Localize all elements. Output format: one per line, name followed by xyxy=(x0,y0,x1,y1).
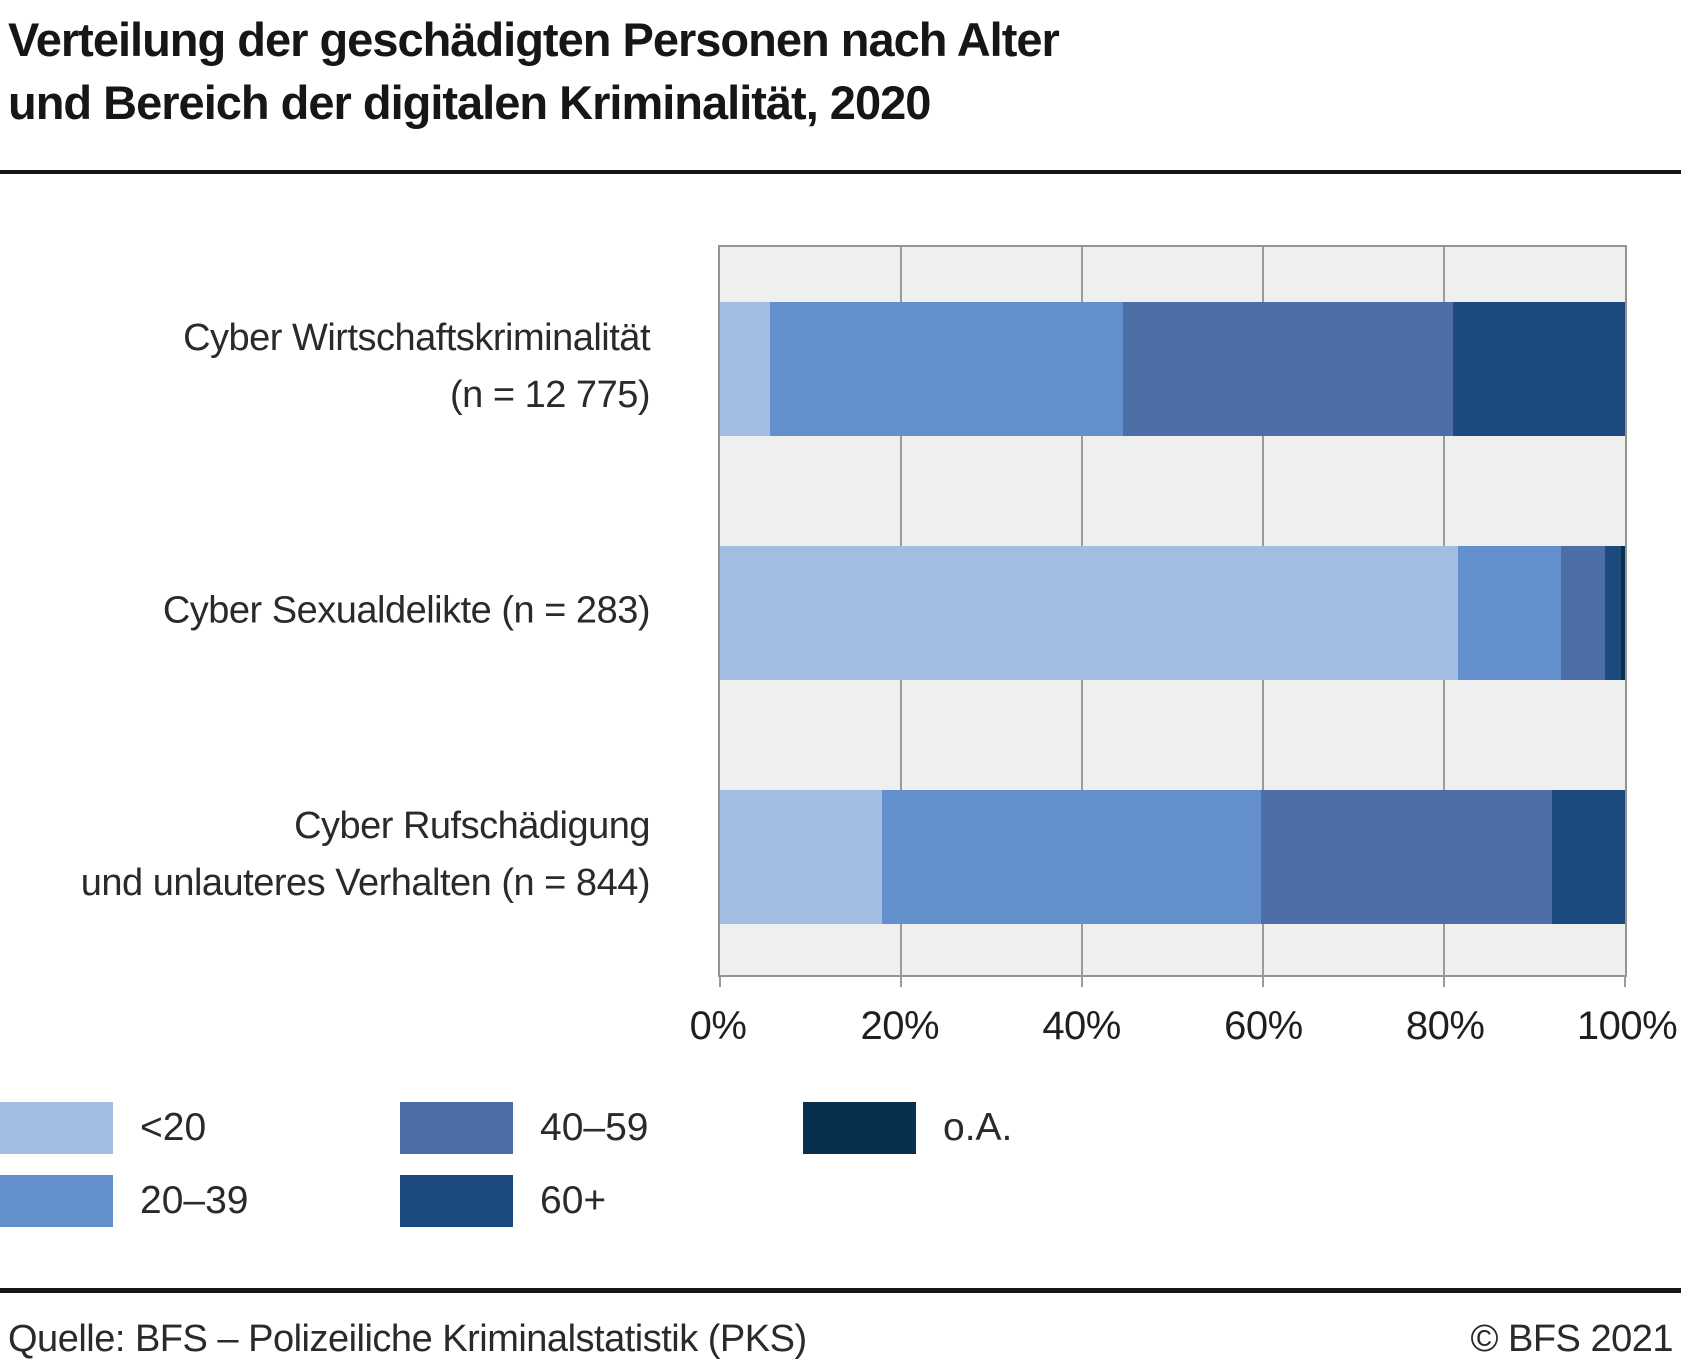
x-tick-40pct xyxy=(1081,975,1083,987)
bar-segment-20–39 xyxy=(1458,546,1561,680)
category-label-line: (n = 12 775) xyxy=(450,374,650,416)
bar-segment-20–39 xyxy=(769,302,1123,436)
category-label-line: und unlauteres Verhalten (n = 844) xyxy=(80,862,651,904)
bar-row-1 xyxy=(720,546,1625,680)
category-labels: Cyber Wirtschaftskriminalität (n = 12 775… xyxy=(0,245,651,977)
bar-segment-o.A. xyxy=(1621,546,1625,680)
legend: <20 20–39 40–59 60+ o.A. xyxy=(0,1102,1681,1242)
legend-label-o.A.: o.A. xyxy=(943,1106,1013,1149)
bar-segment-40–59 xyxy=(1122,302,1454,436)
bar-segment-60+ xyxy=(1453,302,1625,436)
x-tick-label-100pct: 100% xyxy=(1576,1004,1678,1048)
bar-row-0 xyxy=(720,302,1625,436)
plot-area xyxy=(718,245,1627,987)
source-text: Quelle: BFS – Polizeiliche Kriminalstati… xyxy=(8,1318,807,1360)
bar-segment-60+ xyxy=(1551,790,1625,924)
footer-divider xyxy=(0,1288,1681,1293)
bar-segment-40–59 xyxy=(1261,790,1552,924)
x-tick-20pct xyxy=(900,975,902,987)
bar-segment-40–59 xyxy=(1560,546,1606,680)
x-tick-label-80pct: 80% xyxy=(1405,1004,1485,1048)
x-tick-label-60pct: 60% xyxy=(1224,1004,1303,1048)
title-line-1: Verteilung der geschädigten Personen nac… xyxy=(8,13,1060,66)
x-tick-60pct xyxy=(1262,975,1264,987)
bar-segment-<20 xyxy=(720,790,882,924)
x-tick-label-20pct: 20% xyxy=(860,1004,940,1048)
legend-label-<20: <20 xyxy=(140,1106,207,1149)
x-axis: 0% 20% 40% 60% 80% 100% xyxy=(690,1004,1678,1054)
x-tick-label-0pct: 0% xyxy=(689,1004,747,1048)
category-label-2: Cyber Rufschädigung und unlauteres Verhal… xyxy=(80,798,651,912)
category-label-1: Cyber Sexualdelikte (n = 283) xyxy=(162,583,651,640)
category-label-0: Cyber Wirtschaftskriminalität (n = 12 775… xyxy=(183,310,650,424)
title-divider xyxy=(0,170,1681,174)
legend-swatch-40–59 xyxy=(400,1102,513,1154)
bar-segment-<20 xyxy=(720,302,770,436)
x-tick-0pct xyxy=(719,975,721,987)
bar-segment-20–39 xyxy=(881,790,1262,924)
legend-swatch-o.A. xyxy=(803,1102,916,1154)
title-line-2: und Bereich der digitalen Kriminalität, … xyxy=(8,76,931,129)
copyright-text: © BFS 2021 xyxy=(1470,1318,1673,1360)
category-label-line: Cyber Sexualdelikte (n = 283) xyxy=(162,589,651,632)
page-title: Verteilung der geschädigten Personen nac… xyxy=(8,8,1060,134)
x-tick-80pct xyxy=(1443,975,1445,987)
legend-label-20–39: 20–39 xyxy=(140,1179,249,1222)
bar-segment-<20 xyxy=(720,546,1459,680)
bar-row-2 xyxy=(720,790,1625,924)
footer: Quelle: BFS – Polizeiliche Kriminalstati… xyxy=(8,1318,1673,1361)
category-label-line: Cyber Wirtschaftskriminalität xyxy=(183,317,650,359)
x-tick-100pct xyxy=(1624,975,1626,987)
category-label-line: Cyber Rufschädigung xyxy=(294,805,650,847)
legend-swatch-60+ xyxy=(400,1175,513,1227)
bar-segment-60+ xyxy=(1605,546,1622,680)
legend-label-40–59: 40–59 xyxy=(540,1106,649,1149)
legend-label-60+: 60+ xyxy=(540,1179,607,1222)
legend-swatch-20–39 xyxy=(0,1175,113,1227)
x-tick-label-40pct: 40% xyxy=(1042,1004,1121,1048)
legend-swatch-<20 xyxy=(0,1102,113,1154)
